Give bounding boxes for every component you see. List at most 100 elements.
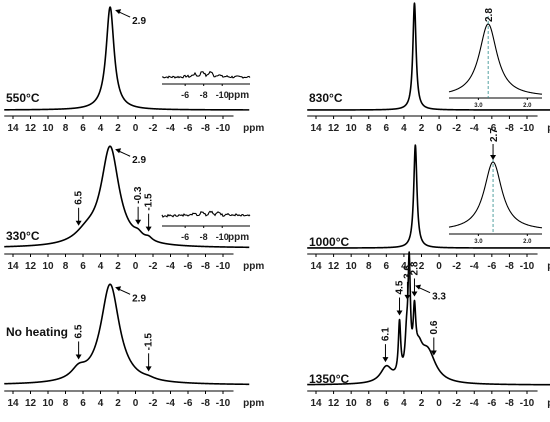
x-tick-label: -4 <box>470 123 479 134</box>
x-tick-label: -10 <box>216 123 231 134</box>
x-tick-label: 10 <box>346 398 358 409</box>
x-tick-label: -4 <box>166 123 175 134</box>
inset-x-tick-label: 3.0 <box>474 239 483 245</box>
annotation-arrowhead <box>396 310 403 316</box>
x-tick-label: 14 <box>310 261 322 272</box>
annotation-label: 2.9 <box>132 16 146 27</box>
spectrum-panel-3: 14 12 10 8 6 4 2 0 -2 -4 -6 -8 -10 ppm No heating 2.9 6.… <box>3 283 264 409</box>
x-tick-label: 12 <box>25 261 37 272</box>
x-tick-label: -2 <box>452 123 461 134</box>
x-tick-label: -8 <box>201 123 210 134</box>
x-tick-label: 6 <box>384 398 390 409</box>
annotation-label: 3.6 <box>402 265 413 279</box>
inset-spectrum <box>161 70 251 79</box>
x-tick-label: -4 <box>166 398 175 409</box>
annotation-arrowhead <box>415 284 422 290</box>
x-tick-label: 2 <box>115 261 121 272</box>
x-tick-label: -8 <box>505 261 514 272</box>
spectrum-line <box>306 2 550 111</box>
spectrum-line <box>3 283 250 386</box>
x-tick-label: -8 <box>505 398 514 409</box>
x-tick-label: -10 <box>520 123 535 134</box>
x-tick-label: 4 <box>401 261 407 272</box>
x-tick-label: 10 <box>42 261 54 272</box>
x-tick-label: 4 <box>401 398 407 409</box>
x-tick-label: -8 <box>505 123 514 134</box>
x-tick-label: 14 <box>7 261 19 272</box>
x-tick-label: -10 <box>520 261 535 272</box>
x-tick-label: -6 <box>487 261 496 272</box>
inset-peak-arrowhead <box>490 155 497 160</box>
annotation-arrowhead <box>75 354 82 360</box>
inset-x-tick-label: 2.0 <box>523 239 532 245</box>
spectrum-line <box>3 145 250 249</box>
x-tick-label: 0 <box>133 261 139 272</box>
x-tick-label: 2 <box>115 398 121 409</box>
annotation-label: 6.5 <box>74 324 85 338</box>
x-tick-label: 6 <box>80 398 86 409</box>
x-tick-label: -10 <box>520 398 535 409</box>
annotation-label: 6.1 <box>380 327 391 341</box>
spectrum-line <box>306 251 550 386</box>
x-tick-label: 8 <box>366 398 372 409</box>
panel-label: 1350°C <box>309 372 349 386</box>
x-tick-label: 2 <box>115 123 121 134</box>
x-tick-label: -2 <box>149 123 158 134</box>
x-axis-unit-label: ppm <box>243 398 264 409</box>
x-tick-label: 8 <box>366 261 372 272</box>
x-tick-label: 14 <box>7 123 19 134</box>
x-tick-label: 0 <box>133 123 139 134</box>
x-tick-label: 0 <box>436 123 442 134</box>
x-tick-label: -6 <box>487 398 496 409</box>
inset-x-tick-label: -10 <box>216 232 229 242</box>
annotation-arrowhead <box>411 291 418 297</box>
x-tick-label: 2 <box>419 123 425 134</box>
annotation-label: 4.5 <box>395 280 406 294</box>
annotation-label: -0.3 <box>133 186 144 204</box>
x-tick-label: 0 <box>133 398 139 409</box>
x-tick-label: 14 <box>310 398 322 409</box>
x-tick-label: 6 <box>80 123 86 134</box>
x-tick-label: -4 <box>470 398 479 409</box>
x-tick-label: -10 <box>216 398 231 409</box>
x-tick-label: 8 <box>63 123 69 134</box>
x-tick-label: 4 <box>401 123 407 134</box>
x-tick-label: -2 <box>452 398 461 409</box>
x-tick-label: 8 <box>63 261 69 272</box>
annotation-arrowhead <box>135 219 142 225</box>
inset-x-tick-label: -8 <box>200 90 208 100</box>
x-tick-label: 10 <box>346 261 358 272</box>
inset-plot: 3.0 2.0 2.8 <box>448 8 543 109</box>
x-tick-label: 4 <box>98 261 104 272</box>
x-tick-label: 14 <box>7 398 19 409</box>
annotation-label: 2.9 <box>132 293 146 304</box>
inset-unit-label: ppm <box>228 90 249 101</box>
x-tick-label: -2 <box>149 398 158 409</box>
annotation-arrowhead <box>75 220 82 226</box>
x-tick-label: -4 <box>470 261 479 272</box>
inset-x-tick-label: 3.0 <box>474 103 483 109</box>
x-tick-label: -10 <box>216 261 231 272</box>
panel-label: 830°C <box>309 91 343 105</box>
annotation-label: 3.3 <box>432 292 446 303</box>
inset-x-tick-label: 2.0 <box>523 103 532 109</box>
x-tick-label: 12 <box>328 123 340 134</box>
annotation-label: -1.5 <box>144 193 155 211</box>
x-axis-unit-label: ppm <box>243 123 264 134</box>
x-tick-label: 12 <box>328 398 340 409</box>
x-tick-label: 2 <box>419 398 425 409</box>
x-axis-unit-label: ppm <box>243 261 264 272</box>
x-tick-label: 10 <box>346 123 358 134</box>
panel-label: No heating <box>6 325 68 339</box>
annotation-arrowhead <box>145 366 152 372</box>
annotation-arrow <box>117 11 131 18</box>
x-tick-label: 12 <box>328 261 340 272</box>
annotation-arrowhead <box>115 286 122 292</box>
x-tick-label: 12 <box>25 123 37 134</box>
x-tick-label: 6 <box>80 261 86 272</box>
annotation-arrow <box>117 150 131 157</box>
x-tick-label: 14 <box>310 123 322 134</box>
x-tick-label: -2 <box>149 261 158 272</box>
